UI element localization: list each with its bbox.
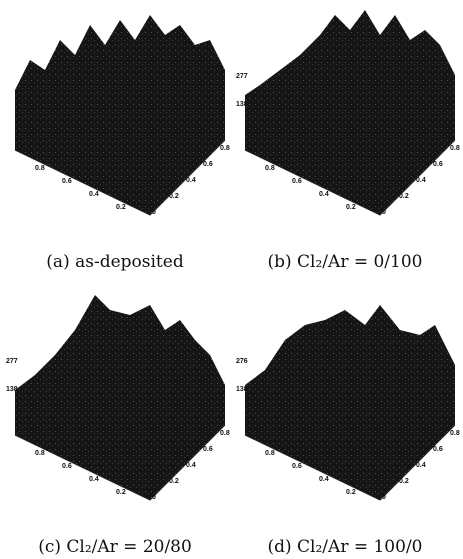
surface [245,305,455,500]
x-tick-label: 0.4 [89,476,99,483]
y-tick-label: 0.8 [220,430,230,437]
afm-panel: 0.8 0.6 0.4 0.2 0.8 0.6 0.4 0.2 0 (a) as-deposite… [14,15,230,272]
afm-panel: 277 138 0.8 0.6 0.4 0.2 0.8 0.6 0.4 0.2 0 (c) Cl₂/A… [6,295,230,557]
x-tick-label: 0.2 [346,204,356,211]
z-tick-label: 277 [236,73,248,80]
x-tick-label: 0.6 [292,178,302,185]
y-tick-label: 0.4 [186,462,196,469]
x-tick-label: 0.4 [319,476,329,483]
y-tick-label: 0.2 [169,193,179,200]
x-tick-label: 0.8 [265,165,275,172]
y-tick-label: 0 [152,209,156,216]
y-tick-label: 0 [382,209,386,216]
y-tick-label: 0.4 [416,462,426,469]
z-tick-label: 277 [6,358,18,365]
x-tick-label: 0.6 [292,463,302,470]
base-edge [14,424,226,501]
surface [15,295,225,500]
afm-panel: 277 138 0.8 0.6 0.4 0.2 0.8 0.6 0.4 0.2 0 (b) Cl₂/A… [236,10,460,272]
y-tick-label: 0.8 [220,145,230,152]
y-tick-label: 0.6 [433,161,443,168]
surface [245,10,455,215]
surface [15,15,225,215]
caption: (a) as-deposited [46,252,184,272]
y-tick-label: 0.2 [169,478,179,485]
z-tick-label: 138 [6,386,18,393]
x-tick-label: 0.6 [62,463,72,470]
y-tick-label: 0.8 [450,430,460,437]
caption: (c) Cl₂/Ar = 20/80 [38,537,192,557]
base-edge [244,424,456,501]
y-tick-label: 0.6 [433,446,443,453]
x-tick-label: 0.2 [116,204,126,211]
y-tick-label: 0.6 [203,161,213,168]
x-tick-label: 0.4 [89,191,99,198]
y-tick-label: 0.4 [186,177,196,184]
x-tick-label: 0.8 [35,450,45,457]
x-tick-label: 0.8 [35,165,45,172]
y-tick-label: 0.8 [450,145,460,152]
caption: (d) Cl₂/Ar = 100/0 [268,537,423,557]
y-tick-label: 0.6 [203,446,213,453]
x-tick-label: 0.8 [265,450,275,457]
x-tick-label: 0.6 [62,178,72,185]
x-tick-label: 0.2 [346,489,356,496]
x-tick-label: 0.2 [116,489,126,496]
y-tick-label: 0 [382,494,386,501]
y-tick-label: 0.2 [399,478,409,485]
z-tick-label: 138 [236,101,248,108]
y-tick-label: 0 [152,494,156,501]
z-tick-label: 138 [236,386,248,393]
base-edge [244,139,456,216]
y-tick-label: 0.2 [399,193,409,200]
caption: (b) Cl₂/Ar = 0/100 [268,252,423,272]
base-edge [14,139,226,216]
z-tick-label: 276 [236,358,248,365]
x-tick-label: 0.4 [319,191,329,198]
afm-panel: 276 138 0.8 0.6 0.4 0.2 0.8 0.6 0.4 0.2 0 (d) Cl₂/A… [236,305,460,557]
y-tick-label: 0.4 [416,177,426,184]
